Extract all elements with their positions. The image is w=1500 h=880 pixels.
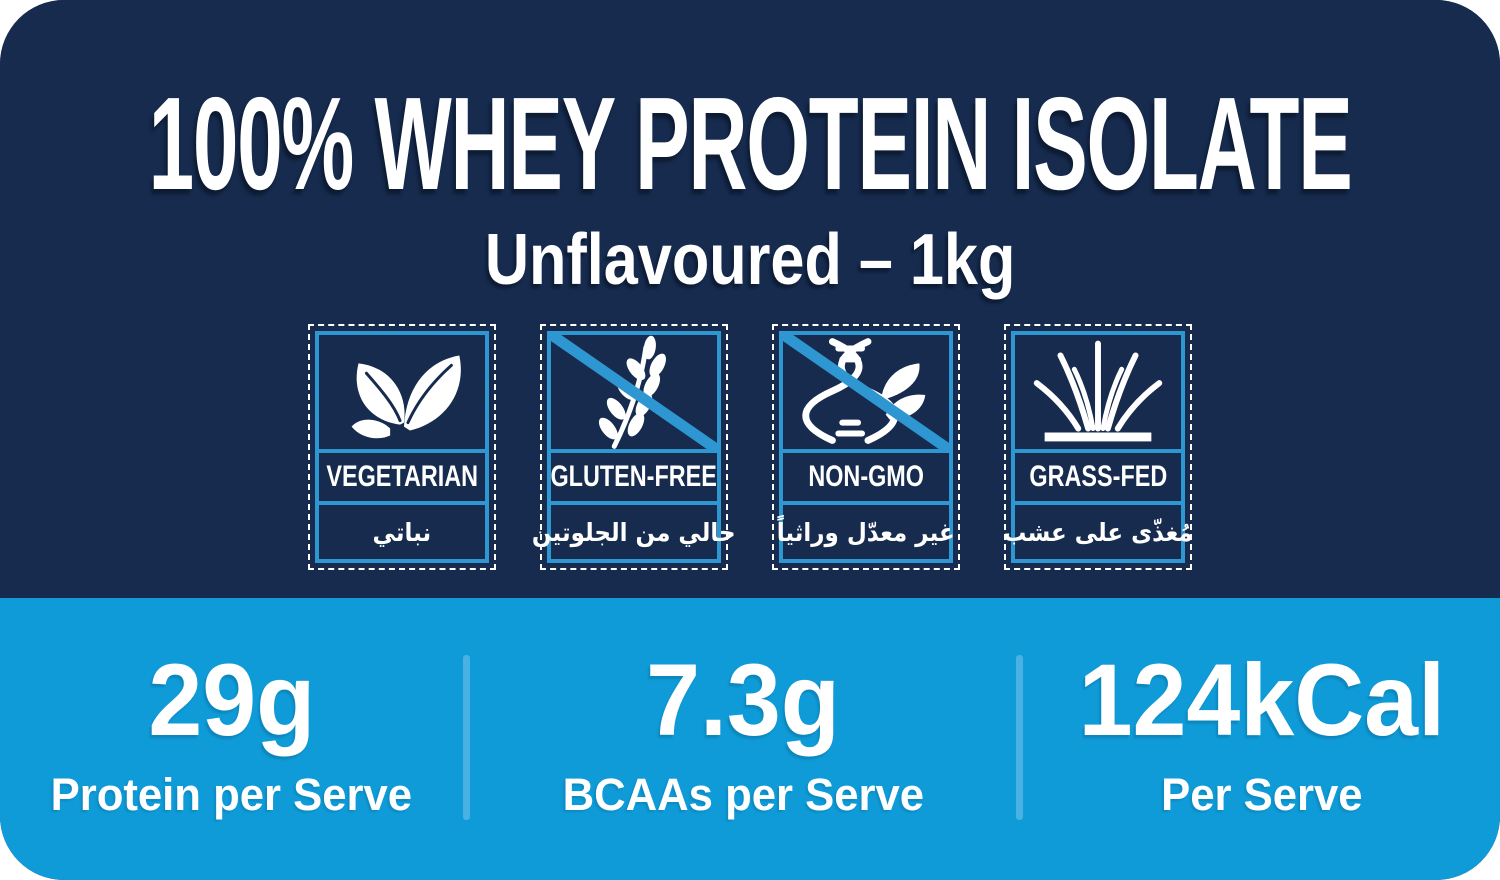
badge-divider: [551, 449, 717, 453]
badge-divider: [319, 501, 485, 505]
stat-calories: 124kCal Per Serve: [1023, 598, 1500, 817]
badge-label: GRASS-FED: [1029, 460, 1167, 493]
dna-icon: [783, 335, 949, 449]
badge-label: VEGETARIAN: [326, 460, 478, 493]
badge-vegetarian-frame: VEGETARIAN نباتي: [315, 331, 489, 563]
grass-icon: [1015, 335, 1181, 449]
badge-label-arabic: مُغذّى على عشب: [1003, 517, 1193, 547]
crossed-out-line: [783, 335, 949, 449]
stat-value: 29g: [148, 643, 315, 757]
badge-gluten-free: GLUTEN-FREE خالي من الجلوتين: [532, 324, 736, 570]
stat-bcaa: 7.3g BCAAs per Serve: [470, 598, 1016, 817]
badge-divider: [1015, 449, 1181, 453]
stats-section: 29g Protein per Serve 7.3g BCAAs per Ser…: [0, 598, 1500, 880]
badge-label: NON-GMO: [808, 460, 924, 493]
badge-divider: [783, 449, 949, 453]
vertical-divider: [463, 655, 470, 820]
leaf-icon: [319, 335, 485, 449]
stat-label: Per Serve: [1160, 769, 1363, 821]
badge-grass-fed: GRASS-FED مُغذّى على عشب: [1003, 324, 1193, 570]
badge-divider: [551, 501, 717, 505]
stat-value: 124kCal: [1078, 643, 1445, 757]
badge-non-gmo-frame: NON-GMO غير معدّل وراثياً: [777, 331, 955, 563]
badge-non-gmo: NON-GMO غير معدّل وراثياً: [772, 324, 960, 570]
badge-divider: [783, 501, 949, 505]
badge-gluten-free-frame: GLUTEN-FREE خالي من الجلوتين: [532, 331, 736, 563]
product-title: 100% WHEY PROTEIN ISOLATE: [148, 70, 1353, 217]
crossed-out-line: [551, 335, 717, 449]
badges-row: VEGETARIAN نباتي: [308, 324, 1193, 570]
badge-label-arabic: غير معدّل وراثياً: [777, 517, 955, 547]
product-subtitle: Unflavoured – 1kg: [484, 220, 1016, 300]
badge-divider: [319, 449, 485, 453]
stat-label: BCAAs per Serve: [562, 769, 924, 821]
badge-grass-fed-frame: GRASS-FED مُغذّى على عشب: [1003, 331, 1193, 563]
stat-label: Protein per Serve: [50, 769, 413, 821]
badge-vegetarian: VEGETARIAN نباتي: [308, 324, 496, 570]
stat-value: 7.3g: [646, 643, 840, 757]
stat-protein: 29g Protein per Serve: [0, 598, 463, 817]
badge-label-arabic: نباتي: [372, 517, 432, 547]
header-section: 100% WHEY PROTEIN ISOLATE Unflavoured – …: [148, 70, 1353, 570]
badge-label-arabic: خالي من الجلوتين: [532, 517, 736, 547]
badge-divider: [1015, 501, 1181, 505]
badge-label: GLUTEN-FREE: [550, 460, 718, 493]
wheat-icon: [551, 335, 717, 449]
vertical-divider: [1016, 655, 1023, 820]
